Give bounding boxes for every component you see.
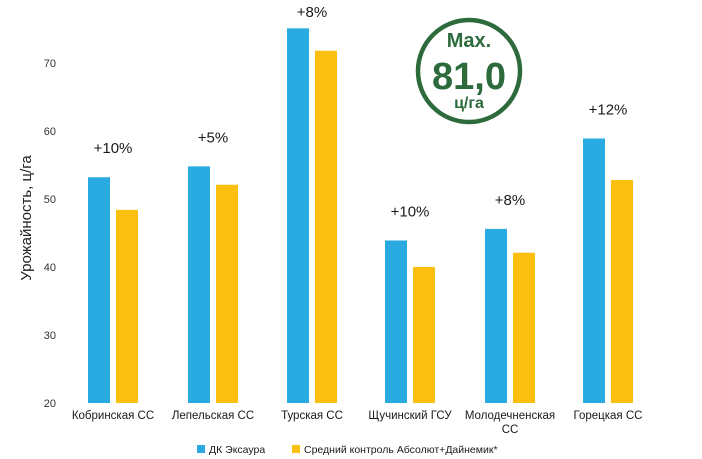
legend-label: Средний контроль Абсолют+Дайнемик*	[304, 444, 498, 456]
percentage-annotations: +10% +5% +8% +10% +8% +12%	[94, 4, 628, 220]
bars	[88, 28, 633, 404]
category-label: Турская СС	[281, 410, 343, 422]
legend-swatch	[292, 445, 300, 453]
y-axis-label: Урожайность, ц/га	[18, 155, 35, 281]
category-label: Щучинский ГСУ	[368, 410, 452, 422]
y-tick-label: 40	[44, 262, 56, 274]
bar-dk-eksaura	[485, 228, 507, 403]
increase-annotation: +10%	[94, 140, 133, 157]
bar-control	[315, 50, 337, 403]
y-tick-label: 70	[44, 58, 56, 70]
bar-control	[513, 252, 535, 403]
legend: ДК Эксаура Средний контроль Абсолют+Дайне…	[197, 444, 498, 456]
badge-max-label: Max.	[447, 30, 491, 52]
increase-annotation: +10%	[391, 203, 430, 220]
increase-annotation: +8%	[297, 4, 327, 21]
category-label: Лепельская СС	[172, 410, 254, 422]
bar-control	[216, 184, 238, 403]
bar-dk-eksaura	[88, 177, 110, 403]
legend-swatch	[197, 445, 205, 453]
bar-control	[611, 179, 633, 403]
increase-annotation: +12%	[589, 101, 628, 118]
category-label: Кобринская СС	[72, 410, 154, 422]
y-tick-label: 30	[44, 330, 56, 342]
bar-control	[116, 209, 138, 403]
increase-annotation: +5%	[198, 129, 228, 146]
increase-annotation: +8%	[495, 192, 525, 209]
bar-dk-eksaura	[287, 28, 309, 403]
x-axis-category-labels: Кобринская СС Лепельская СС Турская СС Щучи…	[72, 410, 643, 436]
category-label: СС	[502, 424, 519, 436]
y-tick-label: 20	[44, 398, 56, 410]
bar-dk-eksaura	[583, 138, 605, 404]
bar-control	[413, 267, 435, 403]
max-yield-badge: Max. 81,0ц/га	[415, 17, 523, 125]
category-label: Молодечненская	[465, 410, 555, 422]
badge-circle	[415, 17, 523, 125]
legend-label: ДК Эксаура	[209, 444, 265, 456]
badge-value: 81,0	[432, 56, 506, 98]
y-tick-label: 50	[44, 194, 56, 206]
y-tick-label: 60	[44, 126, 56, 138]
badge-unit: ц/га	[454, 95, 484, 112]
bar-dk-eksaura	[188, 166, 210, 403]
bar-dk-eksaura	[385, 240, 407, 403]
y-axis-title: Урожайность, ц/га	[18, 155, 35, 281]
category-label: Горецкая СС	[574, 410, 643, 422]
y-axis-ticks: 20 30 40 50 60 70	[44, 58, 56, 410]
